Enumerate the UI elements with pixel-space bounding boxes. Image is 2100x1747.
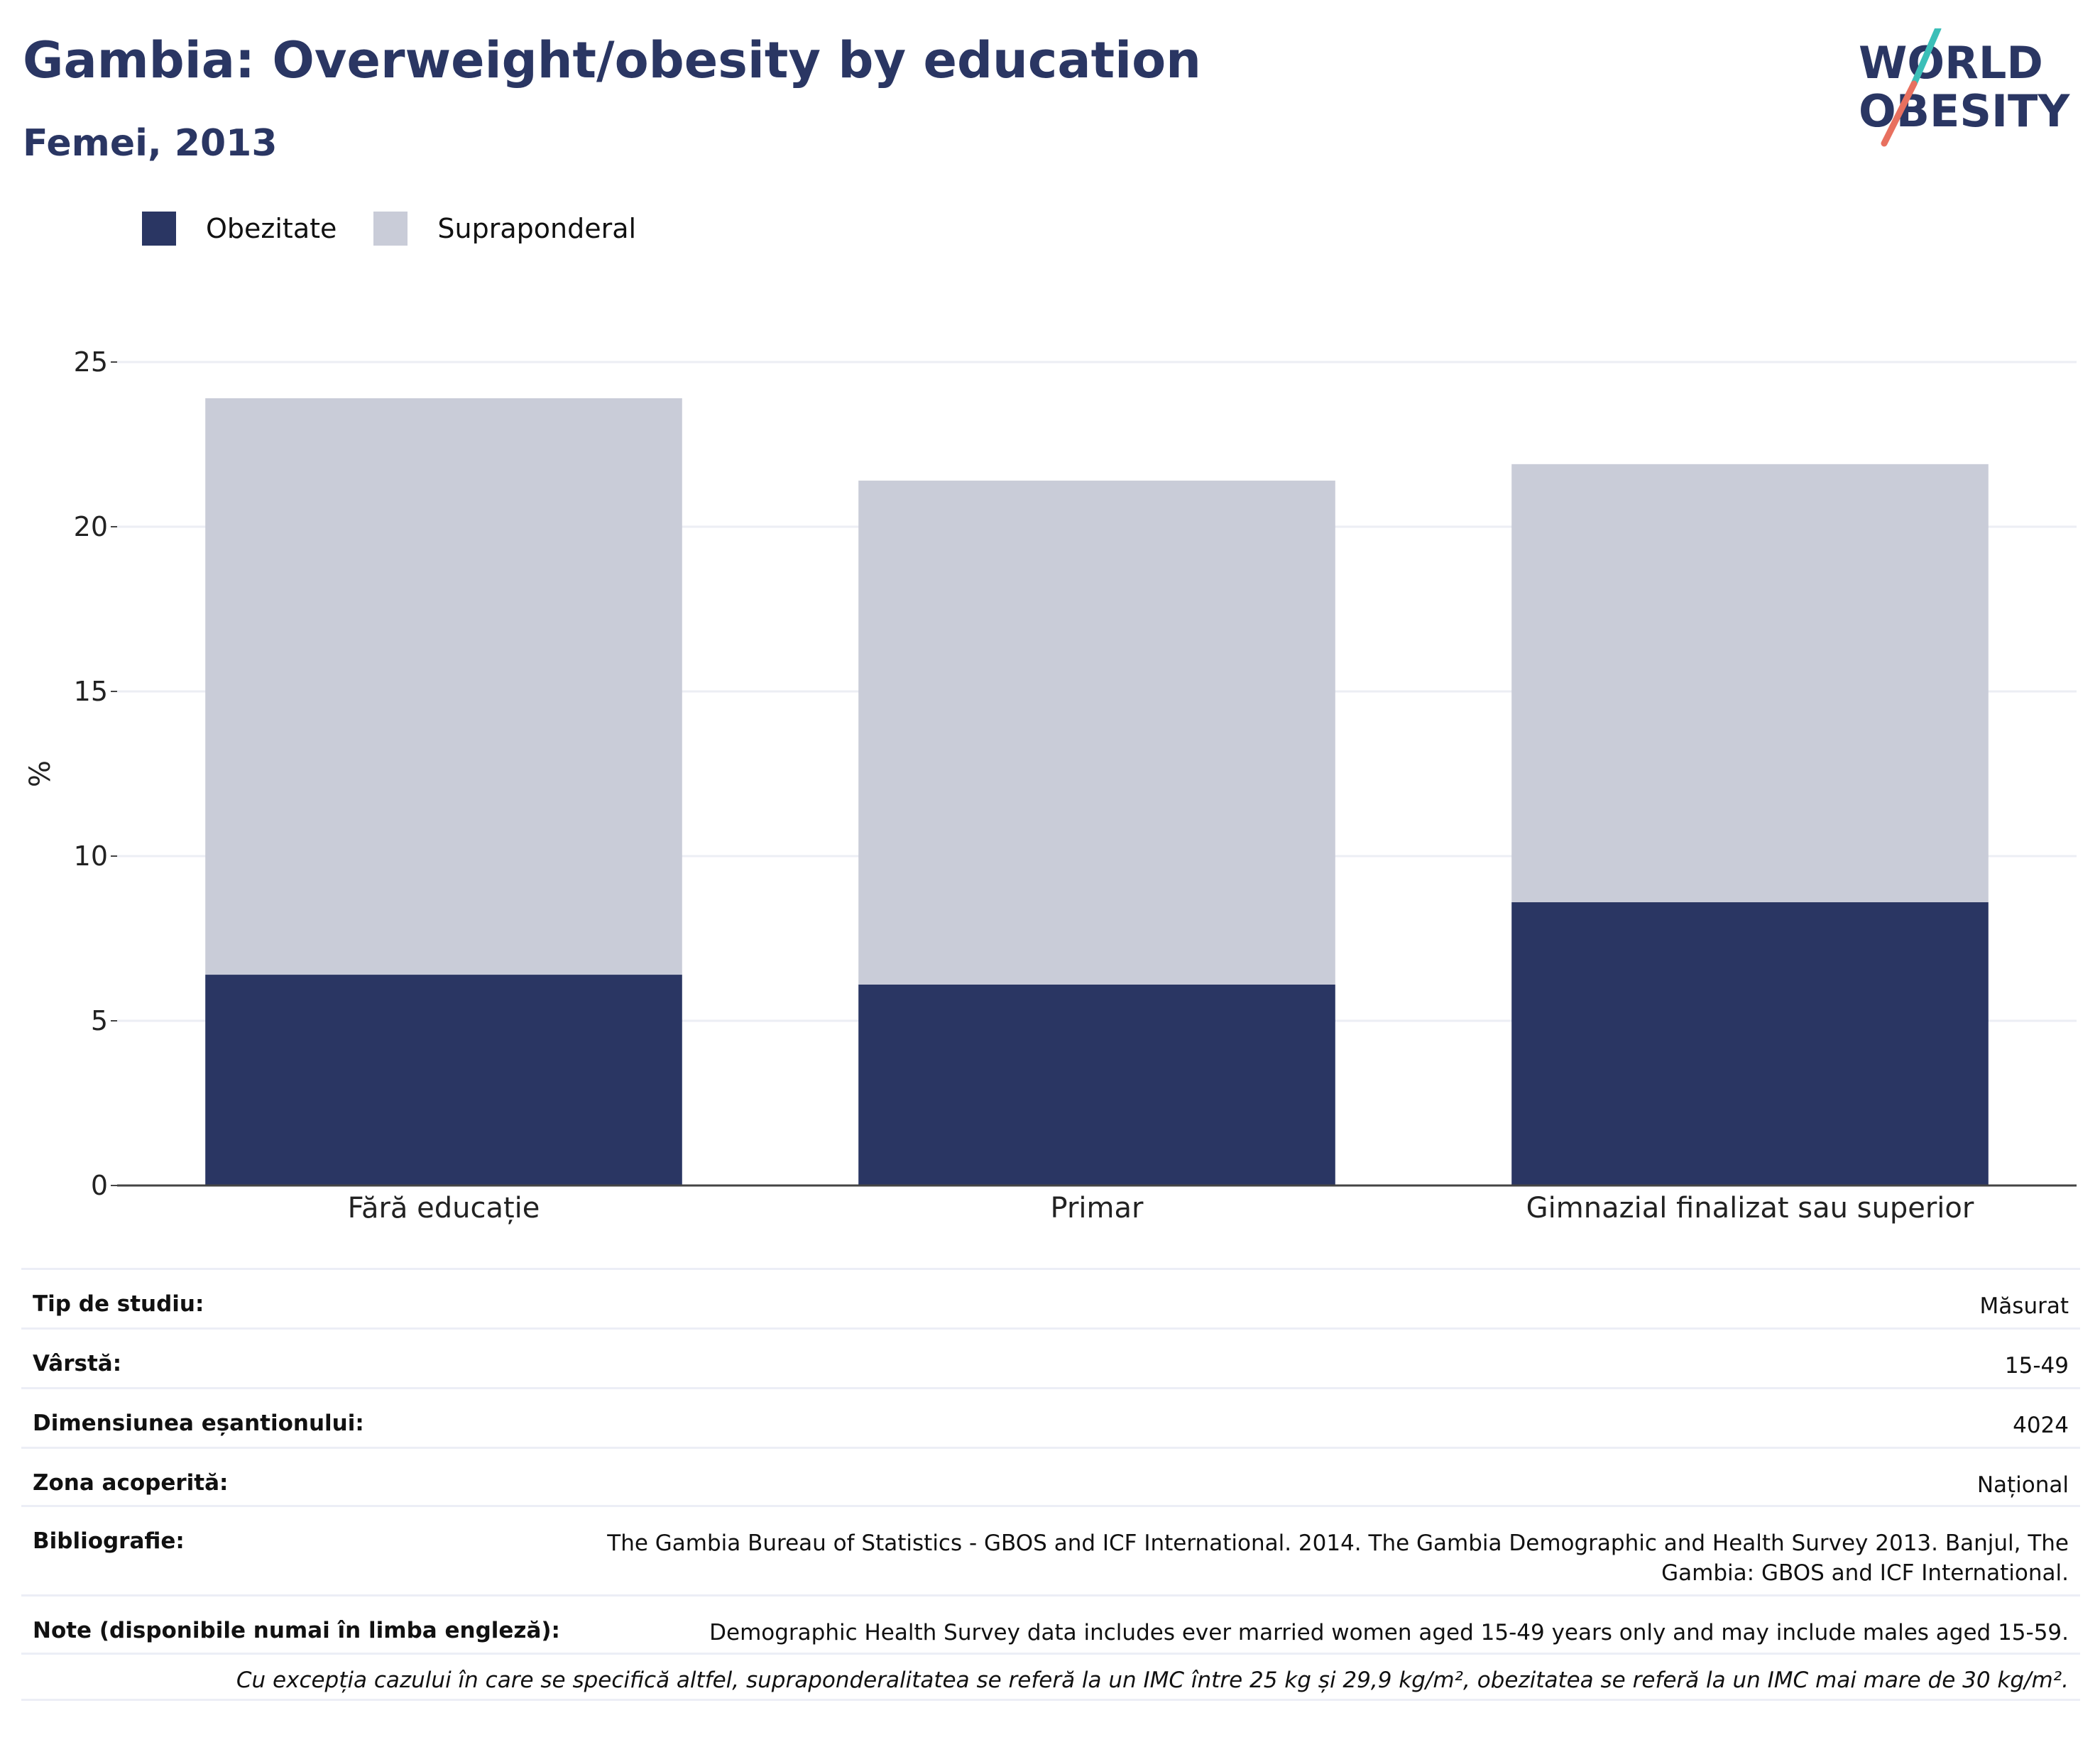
meta-value: 15-49 bbox=[2004, 1353, 2069, 1379]
meta-value: The Gambia Bureau of Statistics - GBOS a… bbox=[607, 1530, 2069, 1586]
meta-label: Zona acoperită: bbox=[33, 1470, 229, 1496]
legend-label-overweight: Supraponderal bbox=[437, 213, 637, 244]
chart-legend: Obezitate Supraponderal bbox=[142, 212, 673, 246]
bar-overweight bbox=[205, 398, 682, 975]
x-tick-label: Gimnazial finalizat sau superior bbox=[1526, 1192, 1974, 1225]
y-tick-label: 25 bbox=[74, 346, 108, 378]
y-tick-label: 20 bbox=[74, 511, 108, 542]
meta-label: Dimensiunea eșantionului: bbox=[33, 1411, 364, 1436]
meta-label: Vârstă: bbox=[33, 1351, 122, 1376]
world-obesity-logo: WORLD OBESITY bbox=[1859, 28, 2070, 147]
meta-label: Tip de studiu: bbox=[33, 1291, 204, 1317]
bar-obesity bbox=[858, 984, 1335, 1185]
logo-slash-coral bbox=[1881, 80, 1918, 147]
meta-row-area: Zona acoperită: Național bbox=[21, 1447, 2080, 1505]
meta-value: 4024 bbox=[2013, 1413, 2069, 1438]
meta-row-sample-size: Dimensiunea eșantionului: 4024 bbox=[21, 1387, 2080, 1447]
chart-title: Gambia: Overweight/obesity by education bbox=[23, 31, 1202, 89]
y-tick-label: 5 bbox=[91, 1005, 108, 1036]
legend-item-overweight: Supraponderal bbox=[373, 212, 636, 246]
logo-slash-teal bbox=[1910, 28, 1942, 87]
meta-value: Măsurat bbox=[1979, 1293, 2069, 1319]
legend-label-obesity: Obezitate bbox=[206, 213, 337, 244]
meta-row-study-type: Tip de studiu: Măsurat bbox=[21, 1268, 2080, 1327]
bar-overweight bbox=[1511, 464, 1989, 902]
legend-swatch-obesity bbox=[142, 212, 176, 246]
meta-row-notes: Note (disponibile numai în limba engleză… bbox=[21, 1594, 2080, 1653]
meta-value: Demographic Health Survey data includes … bbox=[709, 1620, 2069, 1645]
y-tick-label: 15 bbox=[74, 676, 108, 707]
meta-label: Note (disponibile numai în limba engleză… bbox=[33, 1618, 560, 1643]
y-tick-label: 10 bbox=[74, 840, 108, 872]
legend-swatch-overweight bbox=[373, 212, 408, 246]
meta-row-bibliography: Bibliografie: The Gambia Bureau of Stati… bbox=[21, 1505, 2080, 1594]
legend-item-obesity: Obezitate bbox=[142, 212, 337, 246]
meta-label: Bibliografie: bbox=[33, 1528, 185, 1554]
stacked-bar-chart: 0 5 10 15 20 25% Fără educație Primar Gimnazial … bbox=[24, 346, 2077, 1225]
chart-subtitle: Femei, 2013 bbox=[23, 122, 278, 165]
bar-obesity bbox=[205, 975, 682, 1185]
x-tick-label: Primar bbox=[1051, 1192, 1144, 1225]
meta-row-age: Vârstă: 15-49 bbox=[21, 1327, 2080, 1387]
x-tick-label: Fără educație bbox=[348, 1192, 540, 1225]
footnote: Cu excepția cazului în care se specifică… bbox=[21, 1653, 2080, 1701]
y-axis-label: % bbox=[24, 760, 57, 787]
bar-obesity bbox=[1511, 902, 1989, 1185]
bar-overweight bbox=[858, 481, 1335, 985]
metadata-table: Tip de studiu: Măsurat Vârstă: 15-49 Dim… bbox=[21, 1268, 2080, 1701]
y-tick-label: 0 bbox=[91, 1170, 108, 1201]
logo-line1: WORLD bbox=[1859, 37, 2043, 89]
meta-value: Național bbox=[1976, 1472, 2069, 1498]
